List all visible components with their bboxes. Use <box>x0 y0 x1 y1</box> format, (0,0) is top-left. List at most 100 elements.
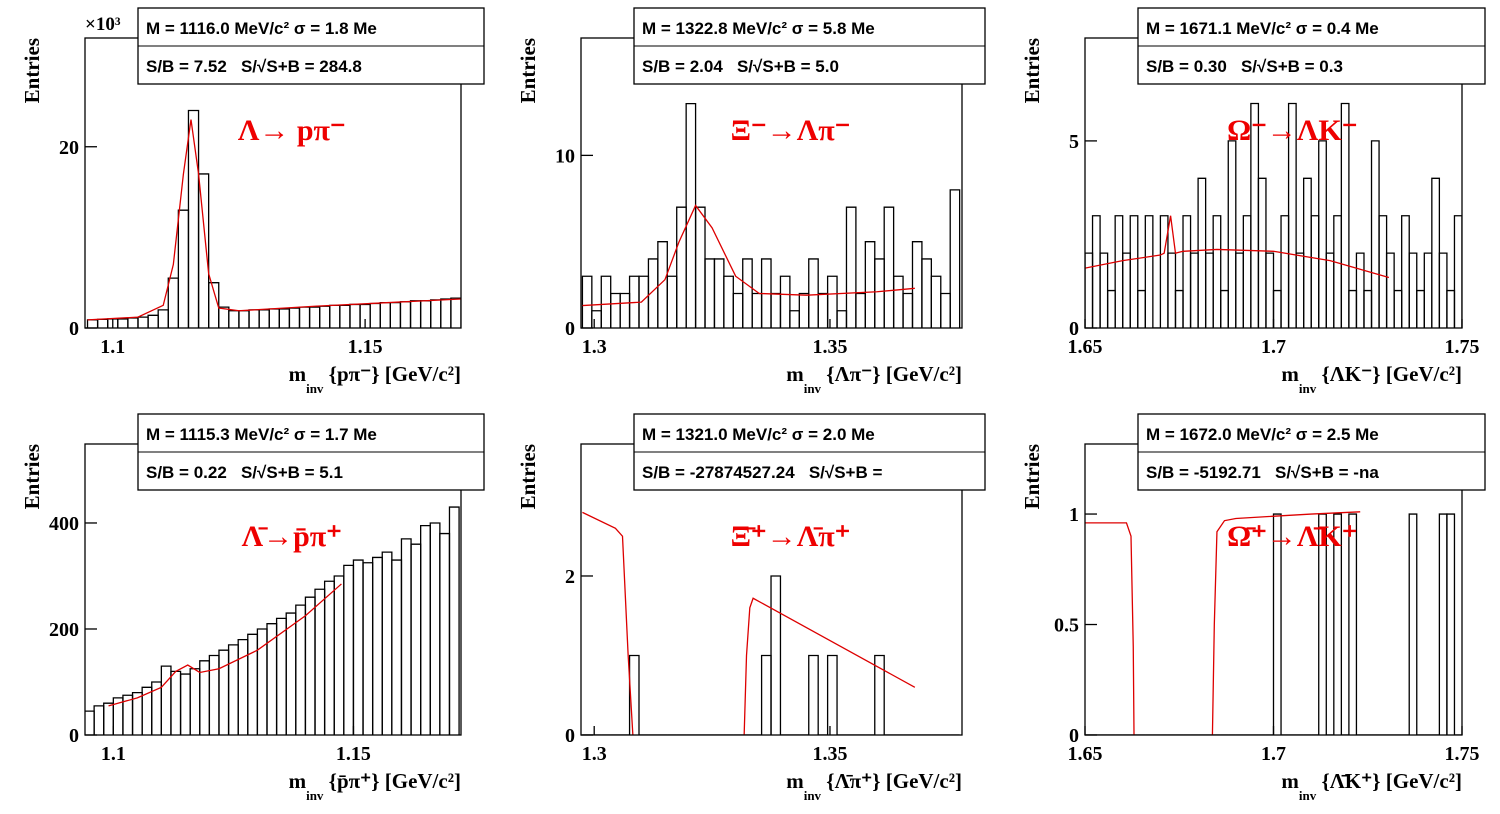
histogram-bin <box>1416 289 1425 328</box>
x-label-sub: inv <box>306 381 324 396</box>
histogram-bin <box>1114 215 1124 328</box>
plot-area <box>582 511 960 735</box>
histogram-bin <box>751 292 763 328</box>
histogram-bin <box>1257 177 1267 328</box>
histogram-bin <box>117 318 129 328</box>
histogram-bin <box>179 673 191 735</box>
histogram-bin <box>93 705 105 735</box>
panel: 0 20 1.1 1.15 Entries minv {pπ⁻} [GeV/c²] ×10³… <box>20 7 485 396</box>
histogram-bin <box>419 300 432 328</box>
histogram-bin <box>339 304 351 328</box>
y-axis-label: Entries <box>1020 444 1044 509</box>
histogram-bin <box>808 258 819 328</box>
histogram-bin <box>845 206 857 328</box>
x-tick-label: 1.75 <box>1445 336 1480 358</box>
histogram-bin <box>1167 252 1177 328</box>
histogram-bin <box>1401 215 1410 328</box>
histogram-bin <box>1446 513 1456 735</box>
x-axis-label: minv {Λ̄π⁺} [GeV/c²] <box>786 769 962 803</box>
histogram-bin <box>410 543 422 735</box>
histogram-bin <box>288 307 301 328</box>
x-axis-label: minv {p̄π⁺} [GeV/c²] <box>289 769 461 803</box>
histogram-bin <box>352 559 364 735</box>
histogram-bin <box>258 309 270 328</box>
histogram-bin <box>600 275 612 328</box>
fit-curve <box>87 119 461 321</box>
histogram-bin <box>1235 252 1244 328</box>
histogram-bin <box>1333 513 1343 735</box>
y-tick-label: 0 <box>69 725 79 747</box>
y-tick-label: 20 <box>59 137 79 159</box>
histogram-bin <box>1287 102 1297 328</box>
histogram-bin <box>1438 252 1448 328</box>
histogram-bin <box>940 292 951 328</box>
y-axis-label: Entries <box>516 38 540 103</box>
histogram-bin <box>1348 289 1358 328</box>
histogram-bin <box>760 654 772 735</box>
stats-line: S/B = 0.22 S/√S+B = 5.1 <box>146 463 343 482</box>
histogram-bin <box>864 241 876 328</box>
histogram-bin <box>1310 215 1320 328</box>
histogram-bin <box>389 301 402 328</box>
histogram-bin <box>1159 215 1169 328</box>
histogram-bin <box>304 596 316 735</box>
histogram-bin <box>1408 513 1418 735</box>
histogram-bin <box>208 654 220 735</box>
histogram-bin <box>189 668 201 735</box>
histogram-bin <box>1197 177 1207 328</box>
histogram-bin <box>268 308 280 328</box>
fit-curve <box>582 511 916 735</box>
x-label-sub: inv <box>1299 788 1317 803</box>
stats-line: S/B = -5192.71 S/√S+B = -na <box>1146 463 1379 482</box>
histogram-bin <box>902 292 914 328</box>
histogram-bin <box>349 303 361 328</box>
histogram-bin <box>1318 140 1327 328</box>
histogram-bin <box>391 559 403 735</box>
histogram-bin <box>694 206 706 328</box>
y-tick-label: 0 <box>565 318 575 340</box>
stats-line: S/B = 0.30 S/√S+B = 0.3 <box>1146 57 1343 76</box>
histogram-bin <box>379 301 391 328</box>
histogram-bin <box>817 292 829 328</box>
histogram-bin <box>1144 215 1154 328</box>
histogram-bin <box>1378 215 1388 328</box>
fit-curve <box>108 583 342 707</box>
x-tick-label: 1.75 <box>1445 743 1480 765</box>
histogram-bin <box>177 209 190 328</box>
histogram-bin <box>874 654 885 735</box>
histogram-bin <box>228 310 240 328</box>
histogram-bin <box>448 506 460 735</box>
histogram-bin <box>137 316 149 328</box>
stats-line: S/B = 2.04 S/√S+B = 5.0 <box>642 57 839 76</box>
histogram-bin <box>238 310 250 328</box>
x-label-sub: inv <box>804 788 822 803</box>
histogram-bin <box>314 588 326 735</box>
histogram-bin <box>400 538 412 735</box>
histogram-bin <box>1212 215 1222 328</box>
stats-line: S/B = 7.52 S/√S+B = 284.8 <box>146 57 362 76</box>
x-label-main: m <box>289 769 307 793</box>
histogram-bin <box>1280 215 1290 328</box>
y-axis-label: Entries <box>516 444 540 509</box>
histogram-bin <box>430 299 442 328</box>
histogram-bin <box>826 275 838 328</box>
stats-line: M = 1671.1 MeV/c² σ = 0.4 Me <box>1146 19 1379 38</box>
histogram-bin <box>1204 252 1214 328</box>
x-label-main: m <box>1281 769 1299 793</box>
y-axis-label: Entries <box>20 38 44 103</box>
stats-line: S/B = -27874527.24 S/√S+B = <box>642 463 882 482</box>
x-tick-label: 1.1 <box>100 336 125 358</box>
panel: 0 0.5 1 1.65 1.7 1.75 Entries minv {Λ̄K⁺} [GeV/… <box>1020 413 1486 803</box>
histogram-bin <box>197 173 210 328</box>
histogram-bin <box>836 310 848 328</box>
histogram-bin <box>1393 289 1403 328</box>
histogram-bin <box>1272 289 1282 328</box>
y-tick-label: 0 <box>69 318 79 340</box>
x-label-sub: inv <box>1299 381 1317 396</box>
histogram-bin <box>770 292 782 328</box>
x-label-main: m <box>289 362 307 386</box>
histogram-bin <box>399 301 412 328</box>
histogram-bin <box>1227 140 1237 328</box>
histogram-bin <box>1333 215 1343 328</box>
x-label-main: m <box>786 769 804 793</box>
